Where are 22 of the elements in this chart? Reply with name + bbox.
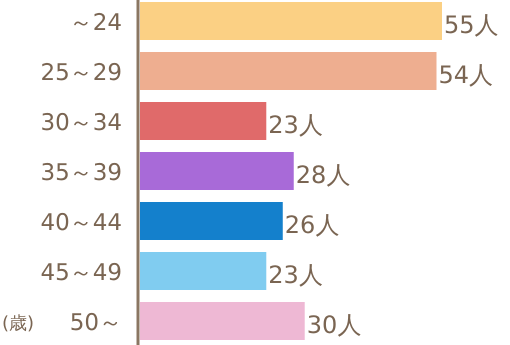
bar bbox=[140, 102, 266, 140]
data-label: 23人 bbox=[268, 111, 323, 139]
data-label: 26人 bbox=[284, 211, 340, 239]
y-tick-label: 45～49 bbox=[40, 260, 122, 286]
data-label: 23人 bbox=[268, 261, 323, 289]
data-label: 54人 bbox=[438, 61, 494, 89]
y-tick-label: 35～39 bbox=[40, 160, 122, 186]
y-tick-label: 40～44 bbox=[40, 210, 122, 236]
bar bbox=[140, 202, 283, 240]
y-tick-label: 25～29 bbox=[40, 60, 122, 86]
bar bbox=[140, 2, 442, 40]
y-tick-label: ～24 bbox=[70, 10, 122, 36]
y-tick-label: 30～34 bbox=[40, 110, 122, 136]
y-axis-title: (歳) bbox=[2, 313, 34, 334]
bar bbox=[140, 302, 305, 340]
bar bbox=[140, 252, 266, 290]
data-label: 30人 bbox=[306, 311, 362, 339]
bar bbox=[140, 52, 437, 90]
data-label: 28人 bbox=[296, 161, 350, 189]
y-tick-label: 50～ bbox=[70, 310, 122, 336]
bar bbox=[140, 152, 294, 190]
data-label: 55人 bbox=[444, 11, 499, 39]
